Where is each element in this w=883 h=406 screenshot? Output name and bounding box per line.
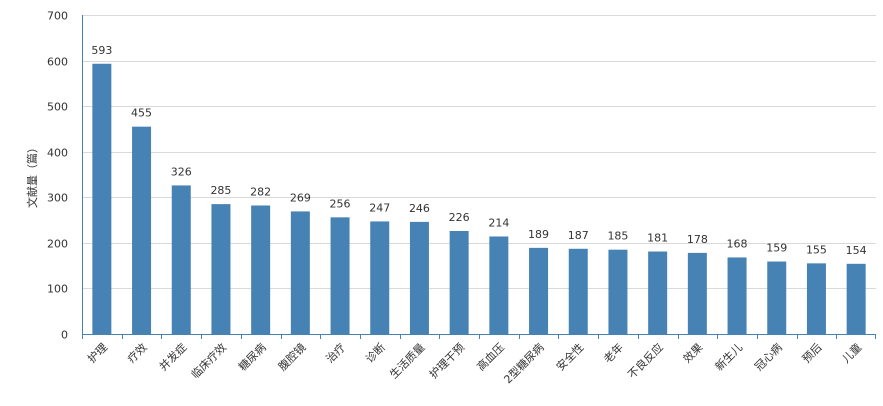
bar xyxy=(687,252,707,334)
data-label: 181 xyxy=(647,232,668,245)
x-tick-label: 诊断 xyxy=(362,340,387,365)
bar xyxy=(330,217,350,334)
y-tick-label: 600 xyxy=(47,56,68,69)
bar xyxy=(132,126,152,335)
bar xyxy=(171,185,191,334)
bar xyxy=(648,251,668,334)
bar xyxy=(568,248,588,334)
data-label: 185 xyxy=(607,230,628,243)
bar xyxy=(251,205,271,334)
y-tick-label: 200 xyxy=(47,238,68,251)
x-tick-label: 并发症 xyxy=(156,340,189,373)
data-label: 455 xyxy=(131,107,152,120)
data-label: 187 xyxy=(568,229,589,242)
x-tick-label: 糖尿病 xyxy=(236,340,269,373)
data-label: 189 xyxy=(528,228,549,241)
data-label: 593 xyxy=(91,44,112,57)
bars xyxy=(92,63,866,335)
axes xyxy=(82,15,876,339)
y-tick-label: 700 xyxy=(47,10,68,23)
bar xyxy=(92,63,112,335)
y-tick-label: 100 xyxy=(47,283,68,296)
data-label: 168 xyxy=(727,237,748,250)
x-tick-label: 预后 xyxy=(800,341,825,366)
x-tick-label: 高血压 xyxy=(474,340,507,373)
x-tick-label: 新生儿 xyxy=(712,340,745,373)
x-tick-label: 生活质量 xyxy=(387,340,428,381)
y-tick-label: 300 xyxy=(47,192,68,205)
y-tick-label: 0 xyxy=(61,329,68,342)
bar xyxy=(767,261,787,334)
data-label: 154 xyxy=(846,244,867,257)
x-tick-label: 腹腔镜 xyxy=(275,340,308,373)
data-label: 256 xyxy=(330,197,351,210)
bar xyxy=(409,221,429,334)
data-label: 178 xyxy=(687,233,708,246)
bar xyxy=(211,204,231,334)
x-tick-label: 安全性 xyxy=(553,340,586,373)
data-label: 282 xyxy=(250,185,271,198)
bar xyxy=(608,249,628,334)
y-tick-label: 400 xyxy=(47,147,68,160)
data-label: 326 xyxy=(171,165,192,178)
data-label: 155 xyxy=(806,243,827,256)
bar xyxy=(449,231,469,334)
bar xyxy=(489,236,509,334)
x-tick-label: 效果 xyxy=(680,340,705,365)
data-label: 214 xyxy=(488,216,509,229)
bar xyxy=(529,247,549,334)
x-tick-label: 治疗 xyxy=(323,340,348,365)
data-label: 247 xyxy=(369,201,390,214)
bar xyxy=(370,221,390,334)
data-label: 159 xyxy=(766,242,787,255)
data-label: 246 xyxy=(409,202,430,215)
x-tick-label: 儿童 xyxy=(839,340,864,365)
x-tick-label: 2型糖尿病 xyxy=(501,340,547,386)
bar xyxy=(806,263,826,334)
x-tick-label: 临床疗效 xyxy=(188,340,229,381)
data-label: 269 xyxy=(290,191,311,204)
x-tick-label: 老年 xyxy=(601,340,626,365)
x-tick-label: 护理干预 xyxy=(426,340,467,381)
bar xyxy=(290,211,310,334)
gridlines xyxy=(82,15,876,289)
bar xyxy=(846,263,866,334)
data-label: 285 xyxy=(210,184,231,197)
x-tick-label: 冠心病 xyxy=(752,340,785,373)
y-tick-label: 500 xyxy=(47,101,68,114)
y-axis-title: 文献量（篇） xyxy=(25,142,39,208)
x-tick-label: 不良反应 xyxy=(625,340,666,381)
data-label: 226 xyxy=(449,211,470,224)
x-tick-label: 护理 xyxy=(85,340,110,365)
x-tick-label: 疗效 xyxy=(124,340,149,365)
bar xyxy=(727,257,747,334)
